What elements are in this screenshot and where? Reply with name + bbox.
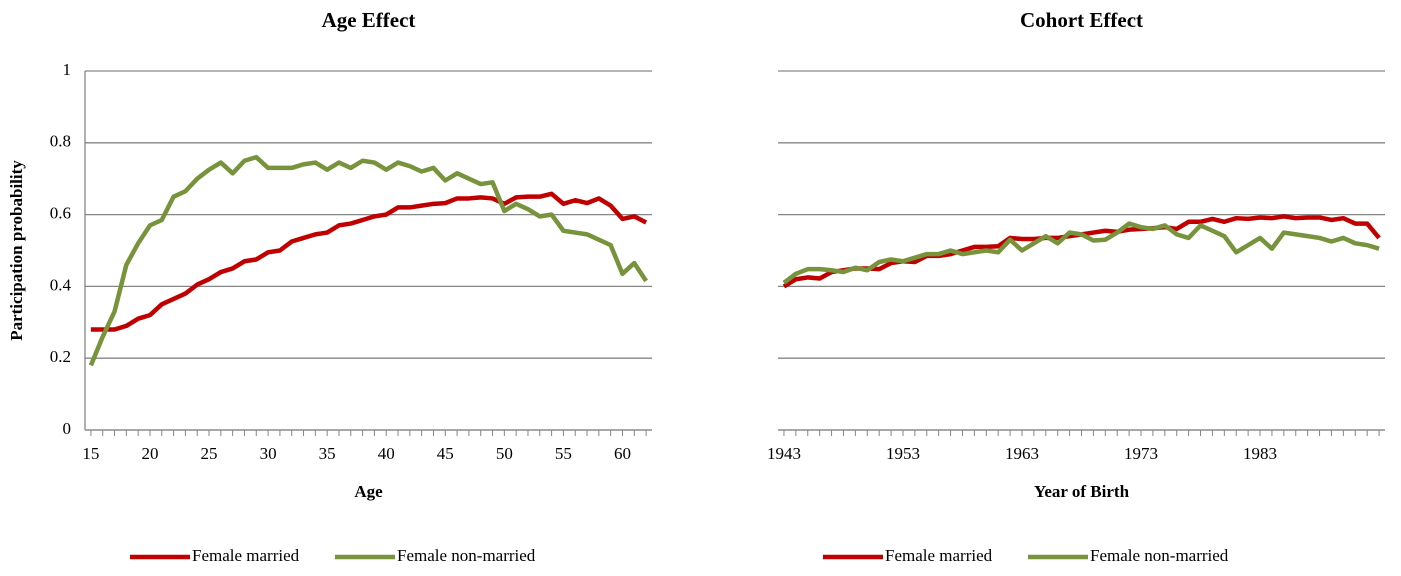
x-tick-label: 40	[378, 444, 395, 463]
x-tick-label: 1983	[1243, 444, 1277, 463]
series-line	[90, 191, 648, 332]
y-tick-label: 0.4	[50, 275, 72, 294]
x-tick-label: 25	[201, 444, 218, 463]
x-tick-label: 1973	[1124, 444, 1158, 463]
x-tick-label: 45	[437, 444, 454, 463]
legend-label: Female non-married	[1090, 546, 1229, 565]
y-tick-label: 0.6	[50, 204, 71, 223]
x-tick-label: 20	[141, 444, 158, 463]
x-tick-label: 1963	[1005, 444, 1039, 463]
y-axis-label: Participation probability	[7, 160, 26, 341]
legend-label: Female non-married	[397, 546, 536, 565]
x-tick-label: 55	[555, 444, 572, 463]
x-tick-label: 1953	[886, 444, 920, 463]
x-tick-label: 1943	[767, 444, 801, 463]
y-tick-label: 0	[63, 419, 72, 438]
legend-label: Female married	[192, 546, 300, 565]
x-tick-label: 30	[260, 444, 277, 463]
x-axis-label: Age	[354, 482, 383, 501]
legend-label: Female married	[885, 546, 993, 565]
chart-title: Age Effect	[322, 8, 416, 32]
chart-title: Cohort Effect	[1020, 8, 1143, 32]
x-tick-label: 50	[496, 444, 513, 463]
series-line	[88, 154, 648, 367]
y-tick-label: 0.8	[50, 132, 71, 151]
x-axis-label: Year of Birth	[1034, 482, 1130, 501]
x-tick-label: 15	[82, 444, 99, 463]
series-line	[782, 214, 1381, 289]
x-tick-label: 35	[319, 444, 336, 463]
x-tick-label: 60	[614, 444, 631, 463]
series-line	[782, 221, 1380, 285]
y-tick-label: 0.2	[50, 347, 71, 366]
y-tick-label: 1	[63, 60, 72, 79]
